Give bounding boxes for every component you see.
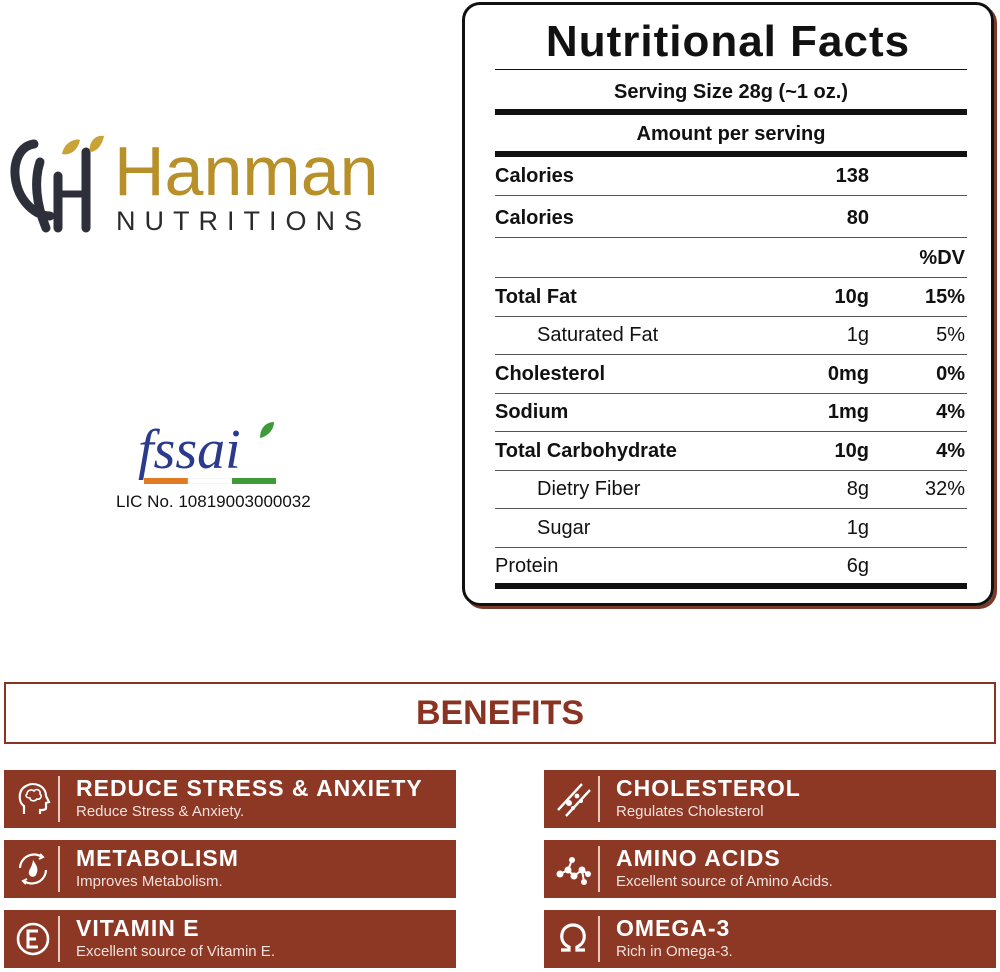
nutrient-row-total-carbohydrate: Total Carbohydrate 10g 4% [495,432,967,471]
hanman-logo: Hanman NUTRITIONS [6,132,436,242]
benefit-title: OMEGA-3 [616,915,731,941]
benefit-description: Improves Metabolism. [76,873,223,890]
benefit-description: Rich in Omega-3. [616,943,733,960]
nutrient-row-calories: Calories 138 [495,157,967,196]
nutrition-facts-panel: Nutritional Facts Serving Size 28g (~1 o… [462,2,994,606]
license-number: LIC No. 10819003000032 [116,492,311,511]
leaf-icon [260,422,274,438]
thick-divider [495,583,967,589]
nutrient-row-saturated-fat: Saturated Fat 1g 5% [495,316,967,355]
benefit-description: Reduce Stress & Anxiety. [76,803,245,820]
thick-divider [495,109,967,115]
nutrient-row-protein: Protein 6g [495,555,869,577]
nutrition-title: Nutritional Facts [545,17,911,66]
benefit-cholesterol: CHOLESTEROL Regulates Cholesterol [544,770,996,828]
artery-icon [557,783,591,817]
amount-per-serving: Amount per serving [636,123,826,145]
benefit-description: Excellent source of Vitamin E. [76,943,275,960]
benefit-title: CHOLESTEROL [616,775,801,801]
brain-head-icon [18,782,51,814]
benefit-amino-acids: AMINO ACIDS Excellent source of Amino Ac… [544,840,996,898]
serving-size: Serving Size 28g (~1 oz.) [614,81,848,103]
molecule-icon [556,857,591,885]
hanman-monogram-icon [10,135,104,233]
omega-icon [560,923,586,952]
benefit-metabolism: METABOLISM Improves Metabolism. [4,840,456,898]
brand-name: Hanman [114,132,379,210]
nutrient-row-calories-2: Calories 80 [495,199,967,238]
vitamin-e-icon [16,922,50,956]
benefit-title: METABOLISM [76,845,239,871]
benefit-title: REDUCE STRESS & ANXIETY [76,775,423,801]
tricolor-stripe [144,478,276,484]
nutrient-row-total-fat: Total Fat 10g 15% [495,278,967,317]
benefit-description: Excellent source of Amino Acids. [616,873,833,890]
benefit-title: AMINO ACIDS [616,845,781,871]
divider [495,69,967,70]
benefit-reduce-stress: REDUCE STRESS & ANXIETY Reduce Stress & … [4,770,456,828]
benefit-vitamin-e: VITAMIN E Excellent source of Vitamin E. [4,910,456,968]
benefit-omega-3: OMEGA-3 Rich in Omega-3. [544,910,996,968]
nutrient-row-dietry-fiber: Dietry Fiber 8g 32% [495,470,967,509]
benefits-heading: BENEFITS [415,694,585,732]
nutrient-row-cholesterol: Cholesterol 0mg 0% [495,355,967,394]
nutrient-row-sugar: Sugar 1g [495,509,967,548]
thick-divider [495,151,967,157]
dv-header-row: %DV [495,239,967,278]
fssai-logo-text: fssai [138,419,241,481]
dv-header: %DV [919,247,965,269]
metabolism-flame-icon [18,853,48,885]
benefit-description: Regulates Cholesterol [616,803,764,820]
benefit-title: VITAMIN E [76,915,200,941]
fssai-badge: fssai LIC No. 10819003000032 [100,418,320,518]
brand-subtitle: NUTRITIONS [116,206,371,236]
benefits-heading-bar: BENEFITS [4,682,996,744]
nutrient-row-sodium: Sodium 1mg 4% [495,393,967,432]
